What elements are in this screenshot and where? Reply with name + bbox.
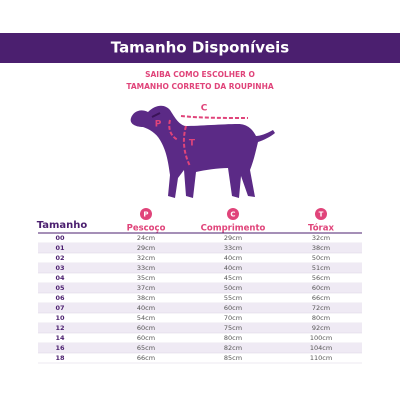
column-icon: [315, 208, 327, 220]
measure-cell: 54cm: [137, 314, 155, 322]
column-header: Tórax: [308, 223, 334, 234]
guide-line: TAMANHO CORRETO DA ROUPINHA: [126, 82, 274, 91]
measure-cell: 104cm: [310, 344, 332, 352]
measure-cell: 110cm: [310, 354, 332, 362]
measure-cell: 33cm: [224, 244, 242, 252]
measure-cell: 55cm: [224, 294, 242, 302]
label-c: C: [201, 104, 208, 114]
title: Tamanho Disponíveis: [111, 39, 290, 57]
size-cell: 01: [55, 244, 65, 252]
measure-cell: 65cm: [137, 344, 155, 352]
column-icon: [227, 208, 239, 220]
measure-cell: 80cm: [224, 334, 242, 342]
measure-cell: 100cm: [310, 334, 332, 342]
measure-cell: 32cm: [312, 234, 330, 242]
measure-cell: 50cm: [224, 284, 242, 292]
column-header: Comprimento: [201, 224, 266, 234]
measure-cell: 85cm: [224, 354, 242, 362]
measure-cell: 92cm: [312, 324, 330, 332]
measure-cell: 35cm: [137, 274, 155, 282]
measure-cell: 33cm: [137, 264, 155, 272]
row-stripe: [38, 243, 362, 253]
size-cell: 05: [55, 284, 65, 292]
measure-cell: 60cm: [312, 284, 330, 292]
title-banner: [0, 33, 400, 63]
measure-cell: 66cm: [312, 294, 330, 302]
measure-cell: 40cm: [137, 304, 155, 312]
measure-cell: 40cm: [224, 264, 242, 272]
size-cell: 07: [55, 304, 64, 312]
measure-cell: 66cm: [137, 354, 155, 362]
dog-illustration: [130, 105, 275, 198]
row-stripe: [38, 343, 362, 353]
measure-cell: 29cm: [137, 244, 155, 252]
size-cell: 14: [55, 334, 65, 342]
measure-cell: 38cm: [312, 244, 330, 252]
size-cell: 16: [55, 344, 65, 352]
measure-cell: 24cm: [137, 234, 155, 242]
size-cell: 06: [55, 294, 65, 302]
row-stripe: [38, 323, 362, 333]
measure-cell: 32cm: [137, 254, 155, 262]
size-cell: 18: [55, 354, 65, 362]
measure-cell: 75cm: [224, 324, 242, 332]
guide-line: SAIBA COMO ESCOLHER O: [145, 70, 255, 79]
measure-cell: 70cm: [224, 314, 242, 322]
size-cell: 10: [55, 314, 65, 322]
measure-cell: 50cm: [312, 254, 330, 262]
column-icon: [140, 208, 152, 220]
column-icon-letter: T: [319, 211, 324, 219]
measure-cell: 60cm: [137, 334, 155, 342]
measure-cell: 72cm: [312, 304, 330, 312]
size-cell: 04: [55, 274, 65, 282]
column-header: Pescoço: [127, 224, 166, 234]
measure-cell: 56cm: [312, 274, 330, 282]
size-cell: 02: [55, 254, 64, 262]
measure-cell: 40cm: [224, 254, 242, 262]
measure-cell: 37cm: [137, 284, 155, 292]
label-p: P: [155, 120, 162, 130]
column-header: Tamanho: [37, 220, 88, 231]
measure-cell: 38cm: [137, 294, 155, 302]
size-cell: 00: [55, 234, 65, 242]
measure-cell: 45cm: [224, 274, 242, 282]
row-stripe: [38, 303, 362, 313]
row-stripe: [38, 283, 362, 293]
size-cell: 03: [55, 264, 64, 272]
label-t: T: [189, 139, 196, 149]
measure-cell: 29cm: [224, 234, 242, 242]
row-stripe: [38, 263, 362, 273]
measure-cell: 80cm: [312, 314, 330, 322]
size-table: Tamanho P Pescoço C Comprimento T Tórax 00 24cm 2…: [37, 208, 362, 364]
column-icon-letter: P: [143, 211, 148, 219]
column-icon-letter: C: [230, 211, 235, 219]
measure-cell: 60cm: [137, 324, 155, 332]
measure-cell: 60cm: [224, 304, 242, 312]
measure-cell: 51cm: [312, 264, 330, 272]
size-cell: 12: [55, 324, 64, 332]
measure-cell: 82cm: [224, 344, 242, 352]
